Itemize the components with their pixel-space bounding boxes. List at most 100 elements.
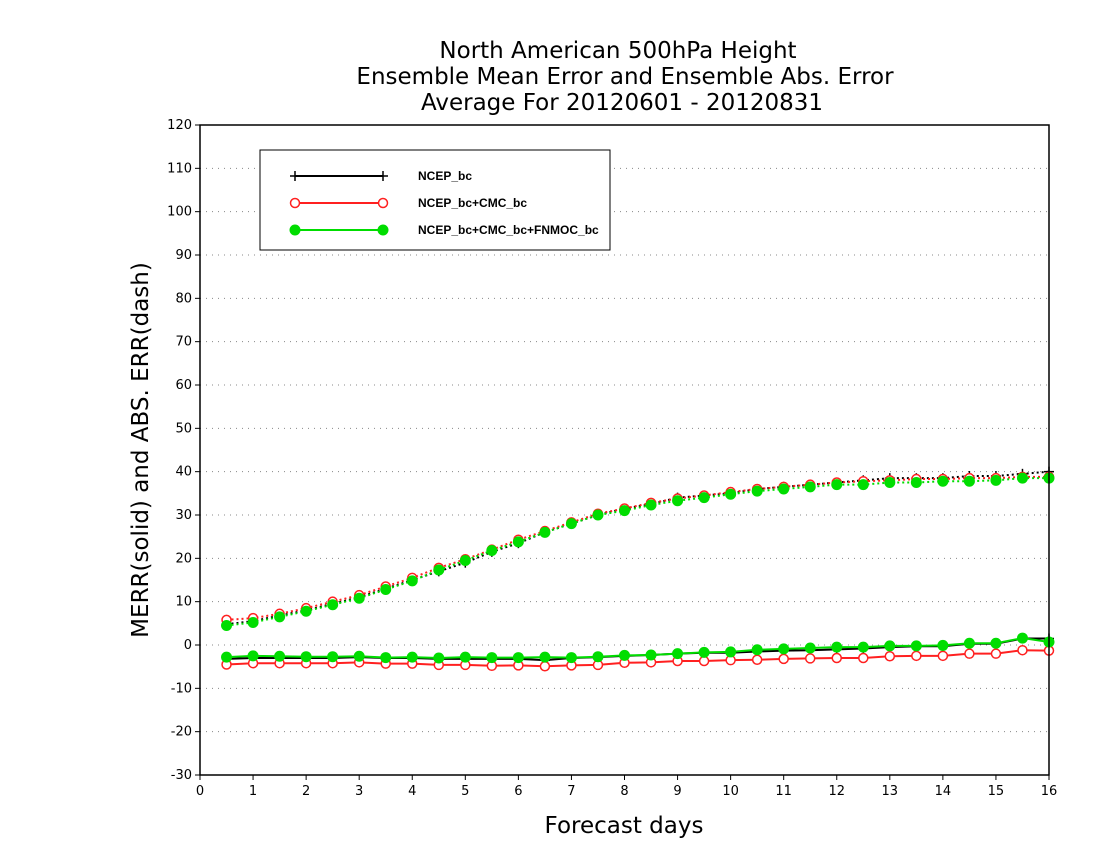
merr-point <box>990 637 1002 649</box>
legend-marker <box>377 197 389 209</box>
merr-point <box>512 652 524 664</box>
series-layer <box>221 466 1055 672</box>
legend-entry: NCEP_bc+CMC_bc+FNMOC_bc <box>289 223 599 237</box>
y-tick-label: 10 <box>175 595 192 610</box>
y-tick-label: 40 <box>175 465 192 480</box>
abs-err-point <box>247 616 259 628</box>
abs-err-point <box>884 477 896 488</box>
chart-title-line-3: Average For 20120601 - 20120831 <box>421 90 823 116</box>
merr-point <box>778 653 789 665</box>
merr-point <box>698 655 710 667</box>
merr-point <box>937 639 949 651</box>
legend-label: NCEP_bc <box>418 169 472 183</box>
y-tick-label: 80 <box>175 291 192 306</box>
y-axis-label: MERR(solid) and ABS. ERR(dash) <box>128 262 154 638</box>
y-tick-label: 50 <box>175 421 192 436</box>
abs-err-point <box>565 518 577 530</box>
y-tick-label: 20 <box>175 551 192 566</box>
abs-err-point <box>459 555 471 566</box>
abs-err-point <box>963 475 975 487</box>
merr-point <box>1017 644 1028 656</box>
legend-marker <box>378 171 388 181</box>
abs-err-point <box>512 536 524 548</box>
merr-point <box>910 640 922 652</box>
abs-err-point <box>698 492 710 504</box>
merr-point <box>353 650 365 662</box>
merr-point <box>858 652 869 664</box>
legend: NCEP_bc NCEP_bc+CMC_bc NCEP_bc+CMC_bc+FNMO… <box>259 149 611 251</box>
abs-err-point <box>592 509 604 521</box>
abs-err-point <box>645 499 657 511</box>
merr-point <box>327 651 339 663</box>
legend-entry: NCEP_bc <box>290 169 472 183</box>
x-axis-label: Forecast days <box>545 813 704 839</box>
abs-err-point <box>778 483 790 495</box>
merr-point <box>831 652 842 664</box>
merr-point <box>778 643 790 655</box>
abs-err-point <box>327 599 339 611</box>
x-tick-label: 2 <box>302 784 310 799</box>
merr-point <box>751 654 763 665</box>
merr-point <box>539 660 551 672</box>
merr-point <box>884 640 896 652</box>
x-tick-label: 11 <box>775 784 792 799</box>
x-tick-label: 14 <box>935 784 952 799</box>
merr-point <box>857 641 869 653</box>
merr-point <box>486 652 498 664</box>
merr-point <box>964 648 975 659</box>
abs-err-point <box>1016 472 1028 484</box>
merr-point <box>672 648 684 660</box>
x-tick-label: 13 <box>882 784 899 799</box>
abs-err-point <box>990 474 1002 486</box>
abs-err-point <box>831 479 843 491</box>
merr-point <box>963 637 975 649</box>
series-abs-err-line <box>226 475 1049 621</box>
merr-point <box>433 652 445 664</box>
x-tick-label: 15 <box>988 784 1005 799</box>
abs-err-point <box>221 620 233 631</box>
merr-point <box>300 651 312 663</box>
merr-point <box>804 653 816 664</box>
legend-marker <box>377 224 389 236</box>
legend-entry: NCEP_bc+CMC_bc <box>289 196 527 210</box>
x-tick-label: 5 <box>461 784 469 799</box>
merr-point <box>884 651 896 662</box>
merr-point <box>406 651 418 663</box>
abs-err-point <box>937 475 949 487</box>
y-tick-label: 70 <box>175 335 192 350</box>
x-tick-label: 6 <box>514 784 522 799</box>
legend-marker <box>290 171 300 181</box>
legend-label: NCEP_bc+CMC_bc <box>418 196 527 210</box>
x-tick-label: 1 <box>249 784 257 799</box>
y-tick-label: -10 <box>171 681 192 696</box>
abs-err-point <box>380 584 392 596</box>
y-tick-label: -20 <box>171 725 192 740</box>
merr-point <box>380 652 392 664</box>
abs-err-point <box>433 564 445 576</box>
x-tick-label: 3 <box>355 784 363 799</box>
x-tick-label: 7 <box>567 784 575 799</box>
x-tick-label: 4 <box>408 784 416 799</box>
y-tick-label: 60 <box>175 378 192 393</box>
abs-err-point <box>300 605 312 617</box>
x-tick-label: 0 <box>196 784 204 799</box>
merr-point <box>751 644 763 656</box>
x-tick-label: 12 <box>828 784 845 799</box>
legend-label: NCEP_bc+CMC_bc+FNMOC_bc <box>418 223 599 237</box>
abs-err-point <box>353 592 365 604</box>
merr-point <box>619 649 630 661</box>
x-tick-label: 9 <box>673 784 681 799</box>
legend-marker <box>289 224 301 236</box>
abs-err-point <box>804 481 816 493</box>
merr-point <box>459 651 471 663</box>
merr-point <box>565 652 577 664</box>
y-tick-label: 0 <box>184 638 192 653</box>
chart-title-line-2: Ensemble Mean Error and Ensemble Abs. Er… <box>356 64 894 90</box>
legend-box <box>259 149 611 251</box>
series-abs-err-line <box>226 477 1049 627</box>
merr-point <box>1016 632 1028 644</box>
series-0 <box>221 466 1054 666</box>
merr-point <box>804 642 816 654</box>
